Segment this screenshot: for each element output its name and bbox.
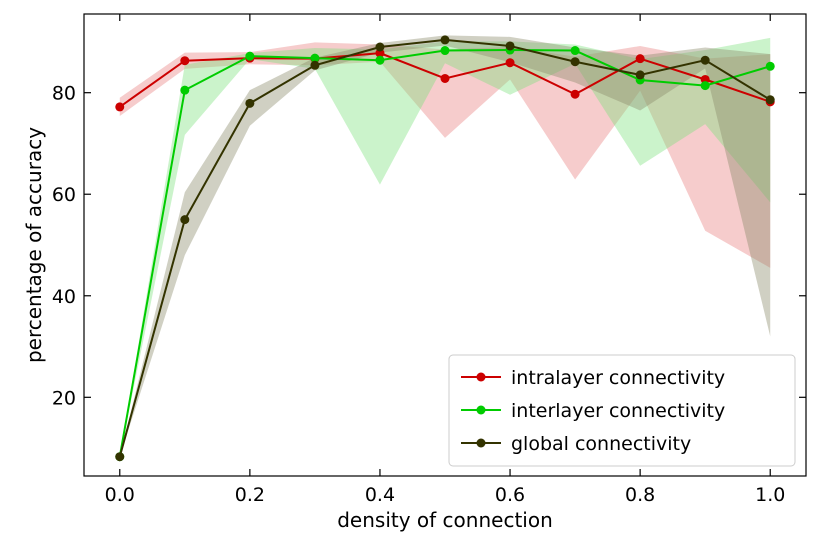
y-tick-label: 20 [52, 387, 76, 409]
legend-label: interlayer connectivity [511, 400, 725, 422]
point-series-2 [765, 61, 775, 71]
x-tick-label: 0.0 [105, 484, 135, 506]
point-series-2 [375, 55, 385, 65]
x-tick-label: 0.6 [495, 484, 525, 506]
point-series-1 [635, 54, 645, 64]
legend: intralayer connectivity interlayer connec… [448, 354, 796, 467]
band-series-1 [119, 42, 771, 268]
legend-box [448, 354, 796, 467]
y-tick-label: 40 [52, 286, 76, 308]
legend-swatch-marker [476, 372, 486, 382]
point-series-3 [505, 41, 515, 51]
point-series-3 [115, 452, 125, 462]
point-series-1 [180, 56, 190, 66]
point-series-1 [440, 73, 450, 83]
x-tick-label: 0.8 [625, 484, 655, 506]
y-axis-label: percentage of accuracy [22, 127, 46, 363]
x-tick-label: 0.2 [235, 484, 265, 506]
point-series-3 [570, 57, 580, 67]
point-series-3 [635, 70, 645, 80]
plot-frame [83, 13, 807, 477]
point-series-2 [180, 85, 190, 95]
point-series-3 [765, 95, 775, 105]
point-series-1 [115, 102, 125, 112]
axes: 0.0 0.2 0.4 0.6 0.8 1.0 20 40 60 80 [52, 13, 807, 506]
point-series-1 [505, 58, 515, 68]
point-series-3 [700, 55, 710, 65]
point-series-2 [440, 46, 450, 56]
legend-swatch-marker [476, 405, 486, 415]
point-series-1 [570, 89, 580, 99]
y-tick-label: 60 [52, 184, 76, 206]
point-series-2 [570, 46, 580, 56]
legend-label: intralayer connectivity [511, 367, 725, 389]
x-axis-label: density of connection [337, 508, 553, 532]
point-series-3 [180, 215, 190, 225]
point-series-3 [245, 98, 255, 108]
legend-label: global connectivity [511, 433, 691, 455]
y-tick-label: 80 [52, 83, 76, 105]
point-series-3 [375, 42, 385, 52]
point-series-3 [310, 60, 320, 70]
legend-swatch-marker [476, 438, 486, 448]
point-series-2 [700, 81, 710, 91]
x-tick-label: 0.4 [365, 484, 395, 506]
x-tick-label: 1.0 [755, 484, 785, 506]
point-series-3 [440, 35, 450, 45]
point-series-2 [245, 51, 255, 61]
point-series-2 [310, 53, 320, 63]
series-markers [115, 35, 775, 462]
